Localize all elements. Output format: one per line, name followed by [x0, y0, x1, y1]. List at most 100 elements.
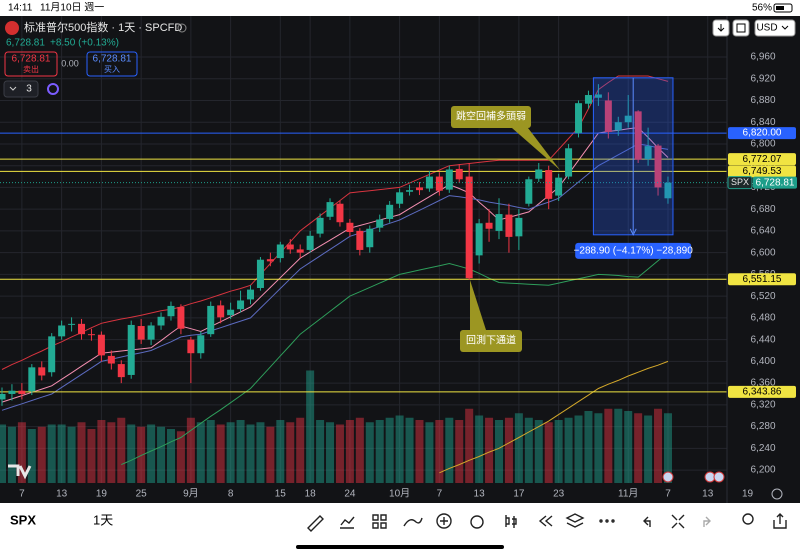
currency-button[interactable]: [754, 19, 796, 37]
volume-bar: [107, 422, 116, 483]
settings-icon[interactable]: [771, 488, 783, 500]
measure-arrowhead: [629, 228, 637, 236]
candle-body: [167, 305, 175, 317]
volume-bar: [524, 417, 533, 483]
candle-body: [157, 316, 165, 326]
last-price-box: [753, 176, 797, 189]
home-indicator: [296, 545, 504, 549]
chart-type-icon[interactable]: [340, 516, 355, 529]
toolbar-interval[interactable]: 1天: [93, 512, 113, 527]
redo-icon[interactable]: [703, 516, 711, 527]
price-level-tag: [728, 153, 796, 166]
candle-body: [356, 230, 364, 250]
x-tick-label: 10月: [389, 488, 410, 500]
x-tick-label: 23: [553, 489, 565, 500]
volume-bar: [663, 413, 672, 483]
candle-body: [376, 219, 384, 228]
candle-body: [306, 235, 314, 250]
x-tick-label: 7: [437, 489, 443, 500]
price-level-label: 6,772.07: [743, 154, 782, 165]
volume-bar: [157, 426, 166, 483]
candle-body: [326, 202, 334, 217]
volume-bar: [564, 417, 573, 483]
candle-body: [664, 182, 672, 199]
candle-body: [624, 115, 632, 123]
volume-bar: [0, 424, 6, 483]
volume-bar: [326, 422, 335, 483]
volume-bar: [604, 408, 613, 483]
candle-body: [455, 168, 463, 180]
candle-body: [68, 323, 76, 325]
price-level-label: 6,343.86: [743, 387, 782, 398]
volume-bar: [355, 417, 364, 483]
volume-bar: [286, 422, 295, 483]
candle-body: [276, 244, 284, 259]
volume-bar: [365, 422, 374, 483]
candle-body: [644, 146, 652, 160]
add-icon[interactable]: [436, 513, 452, 529]
price-level-label: 6,749.53: [743, 166, 782, 177]
undo-icon[interactable]: [643, 516, 651, 527]
candle-body: [505, 214, 513, 237]
idea-icon[interactable]: [742, 513, 754, 525]
candle-body: [435, 176, 443, 191]
symbol-title[interactable]: 标准普尔500指数 · 1天 · SPCFD: [24, 20, 182, 34]
candle-body: [28, 367, 36, 392]
volume-bar: [117, 417, 126, 483]
indicators-icon[interactable]: [403, 517, 423, 527]
status-bar: [0, 0, 800, 16]
x-tick-label: 25: [136, 489, 148, 500]
indicator-icon[interactable]: [47, 83, 59, 95]
candle-body: [555, 177, 563, 196]
layouts-icon[interactable]: [372, 514, 387, 529]
candle-body: [475, 223, 483, 256]
volume-bar: [147, 424, 156, 483]
volume-bar: [495, 420, 503, 483]
indicators-toggle[interactable]: [3, 80, 39, 98]
x-tick-label: 13: [56, 489, 68, 500]
candle-body: [415, 187, 423, 191]
fullscreen-icon[interactable]: [671, 514, 685, 529]
candle-body: [87, 334, 95, 336]
candle-body: [654, 145, 662, 188]
candle-body: [604, 100, 612, 132]
rewind-icon[interactable]: [538, 515, 553, 527]
volume-bar: [57, 424, 66, 483]
alert-icon[interactable]: [470, 515, 484, 529]
y-tick-label: 6,920: [750, 73, 775, 84]
x-tick-label: 13: [702, 489, 714, 500]
draw-tool-icon[interactable]: [307, 515, 324, 532]
replay-icon[interactable]: [505, 515, 517, 528]
y-tick-label: 6,440: [750, 334, 775, 345]
price-change: +8.50 (+0.13%): [50, 38, 119, 49]
candle-body: [48, 336, 56, 373]
candle-body: [565, 148, 573, 177]
volume-bar: [415, 420, 424, 483]
share-icon[interactable]: [773, 513, 787, 529]
volume-bar: [176, 431, 185, 483]
toolbar-symbol[interactable]: SPX: [10, 512, 36, 527]
volume-bar: [236, 420, 245, 483]
candle-body: [8, 390, 16, 394]
candle-body: [286, 244, 294, 250]
x-tick-label: 17: [513, 489, 525, 500]
sell-button[interactable]: [4, 51, 58, 77]
more-icon[interactable]: [599, 519, 603, 523]
volume-bar: [544, 422, 553, 483]
buy-button[interactable]: [86, 51, 138, 77]
candle-body: [535, 169, 543, 179]
objects-icon[interactable]: [565, 513, 585, 528]
callout-pointer: [512, 128, 560, 170]
buy-price: 6,728.81: [93, 54, 132, 65]
callout-text: 跳空回補多頭弱: [456, 110, 526, 123]
volume-bar: [594, 413, 603, 483]
event-icon[interactable]: [662, 471, 674, 483]
event-icon[interactable]: [713, 471, 725, 483]
candle-body: [147, 325, 155, 340]
volume-bar: [335, 424, 344, 483]
candle-body: [58, 325, 66, 337]
visibility-icon[interactable]: [177, 23, 187, 33]
layout-button[interactable]: [732, 19, 750, 37]
volume-bar: [206, 420, 215, 483]
candle-body: [256, 259, 264, 288]
